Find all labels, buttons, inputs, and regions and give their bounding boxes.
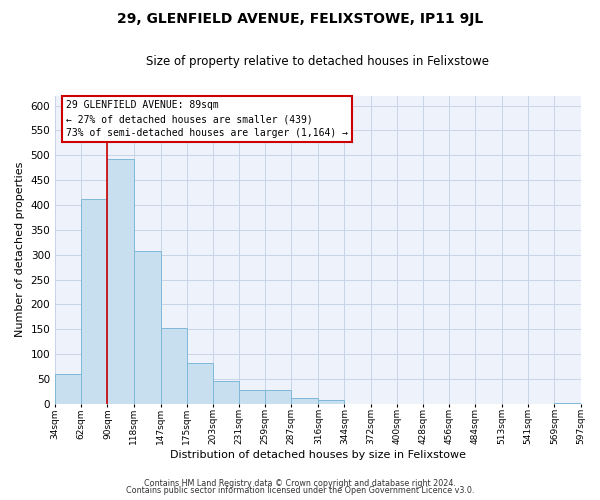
Title: Size of property relative to detached houses in Felixstowe: Size of property relative to detached ho… <box>146 55 490 68</box>
Bar <box>239 390 265 404</box>
Text: Contains public sector information licensed under the Open Government Licence v3: Contains public sector information licen… <box>126 486 474 495</box>
Text: 29 GLENFIELD AVENUE: 89sqm
← 27% of detached houses are smaller (439)
73% of sem: 29 GLENFIELD AVENUE: 89sqm ← 27% of deta… <box>65 100 347 138</box>
Bar <box>318 400 344 404</box>
Bar <box>55 374 81 404</box>
Bar <box>161 328 187 404</box>
Bar <box>554 403 581 404</box>
Bar <box>107 158 134 404</box>
Bar <box>213 381 239 404</box>
X-axis label: Distribution of detached houses by size in Felixstowe: Distribution of detached houses by size … <box>170 450 466 460</box>
Bar <box>291 398 318 404</box>
Bar <box>187 362 213 404</box>
Bar <box>134 250 161 404</box>
Text: Contains HM Land Registry data © Crown copyright and database right 2024.: Contains HM Land Registry data © Crown c… <box>144 478 456 488</box>
Bar <box>81 198 107 404</box>
Y-axis label: Number of detached properties: Number of detached properties <box>15 162 25 338</box>
Bar <box>265 390 291 404</box>
Text: 29, GLENFIELD AVENUE, FELIXSTOWE, IP11 9JL: 29, GLENFIELD AVENUE, FELIXSTOWE, IP11 9… <box>117 12 483 26</box>
